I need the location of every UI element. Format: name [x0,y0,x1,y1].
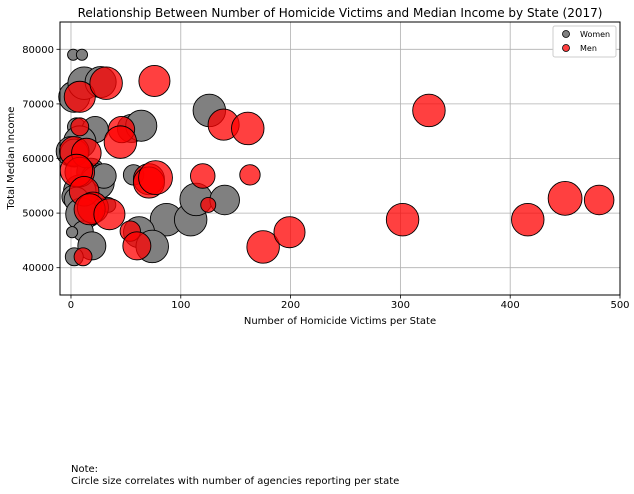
note-text: Circle size correlates with number of ag… [71,476,400,487]
note-heading: Note: [71,464,99,475]
legend-marker-men [562,44,570,52]
point-men [511,202,545,237]
data-points [55,48,615,267]
point-men [583,184,615,216]
point-men [122,231,152,261]
y-axis-ticks: 40000 50000 60000 70000 80000 [22,45,60,274]
x-axis-ticks: 0 100 200 300 400 500 [68,295,630,311]
point-men [246,230,280,264]
point-men [190,163,216,189]
point-men [200,196,217,213]
x-tick-label: 400 [501,300,520,311]
point-men [70,117,90,137]
scatter-chart: 0 100 200 300 400 500 40000 50000 60000 70000 800… [6,6,630,327]
x-tick-label: 500 [610,300,629,311]
point-men [239,164,261,186]
y-tick-label: 50000 [22,209,54,220]
point-men [93,198,126,231]
x-tick-label: 300 [391,300,410,311]
point-men [138,64,171,97]
point-women [75,48,89,61]
x-tick-label: 0 [68,300,74,311]
point-men [63,80,96,113]
y-tick-label: 80000 [22,45,54,56]
point-men [73,247,93,267]
legend-label-men: Men [580,44,597,53]
y-tick-label: 60000 [22,154,54,165]
y-axis-label: Total Median Income [6,107,17,211]
series-men [59,64,615,267]
legend-label-women: Women [580,30,610,39]
point-men [412,93,446,128]
legend: Women Men [552,25,617,58]
point-men [103,125,138,159]
chart-title: Relationship Between Number of Homicide … [78,6,603,20]
point-women [66,226,79,239]
x-axis-label: Number of Homicide Victims per State [244,316,436,327]
y-tick-label: 40000 [22,263,54,274]
x-tick-label: 100 [171,300,190,311]
legend-marker-women [562,30,570,38]
point-men [273,216,306,249]
point-men [89,66,123,100]
chart-note: Note: Circle size correlates with number… [71,464,399,488]
point-men [231,111,265,146]
x-tick-label: 200 [281,300,300,311]
point-men [385,202,420,237]
y-tick-label: 70000 [22,99,54,110]
point-men [138,160,173,195]
point-men [547,180,583,216]
